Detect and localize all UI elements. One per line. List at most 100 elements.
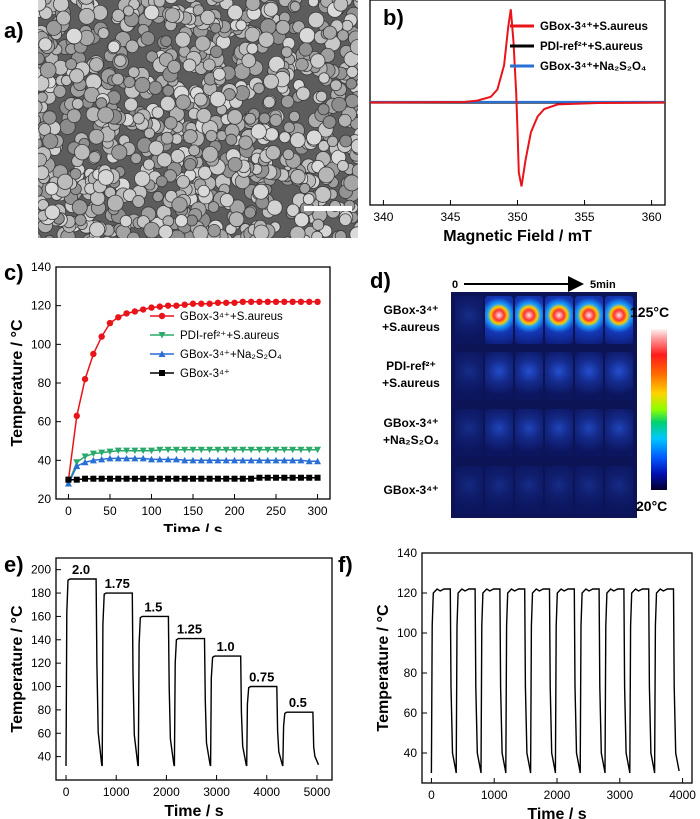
data-point	[131, 454, 139, 462]
legend-label: GBox-3⁴⁺+Na₂S₂O₄	[180, 349, 282, 361]
thermal-row-label: GBox-3⁴⁺ +Na₂S₂O₄	[372, 415, 450, 449]
data-point	[255, 456, 263, 464]
sem-particle	[311, 230, 323, 238]
sem-particle	[298, 42, 313, 57]
sem-particle	[263, 73, 279, 90]
data-point	[81, 375, 89, 383]
legend-marker	[158, 312, 166, 320]
sem-particle	[264, 127, 279, 142]
x-tick-label: 250	[266, 504, 286, 518]
legend-label: GBox-3⁴⁺+Na₂S₂O₄	[540, 61, 646, 73]
sem-particle	[349, 226, 358, 238]
sem-particle	[65, 58, 78, 71]
sem-particle	[156, 152, 173, 168]
data-point	[123, 310, 130, 317]
sem-particle	[286, 203, 300, 217]
data-point	[223, 299, 230, 306]
data-point	[289, 446, 297, 454]
sem-particle	[38, 0, 47, 12]
data-point	[231, 456, 239, 464]
data-point	[115, 314, 122, 321]
sem-particle	[143, 4, 160, 21]
thermal-cell	[485, 352, 513, 400]
data-point	[198, 475, 205, 482]
sem-particle	[339, 134, 353, 148]
scale-min-label: 20°C	[636, 498, 668, 514]
sem-particle	[197, 184, 210, 198]
cycle-label: 2.0	[72, 562, 90, 577]
data-point	[172, 455, 180, 463]
sem-particle	[307, 11, 325, 29]
data-point	[231, 299, 238, 306]
sem-particle	[280, 46, 293, 58]
thermal-cell	[455, 466, 483, 514]
sem-particle	[258, 112, 271, 125]
data-point	[305, 446, 313, 454]
y-tick-label: 160	[31, 609, 51, 623]
data-point	[239, 475, 246, 482]
data-point	[148, 475, 155, 482]
data-point	[281, 474, 288, 481]
sem-particle	[200, 9, 216, 26]
sem-particle	[315, 90, 328, 103]
x-tick-label: 300	[308, 504, 328, 518]
sem-particle	[307, 0, 319, 8]
data-point	[264, 446, 272, 454]
sem-particle	[163, 169, 177, 183]
legend-label: PDI-ref²⁺+S.aureus	[180, 330, 279, 342]
sem-particle	[207, 201, 220, 213]
data-point	[189, 446, 197, 454]
thermal-cell	[515, 409, 543, 457]
sem-particle	[245, 0, 261, 11]
sem-particle	[295, 57, 309, 72]
sem-particle	[88, 151, 101, 164]
sem-particle	[188, 144, 201, 157]
data-point	[206, 456, 214, 464]
data-point	[173, 475, 180, 482]
sem-particle	[350, 138, 358, 154]
thermal-cell	[545, 296, 573, 344]
sem-particle	[326, 135, 339, 148]
y-tick-label: 180	[31, 586, 51, 600]
thermal-cell	[455, 296, 483, 344]
thermal-row-label: GBox-3⁴⁺ +S.aureus	[372, 302, 450, 336]
y-tick-label: 20	[38, 492, 52, 506]
sem-particle	[130, 152, 142, 165]
data-point	[206, 300, 213, 307]
thermal-row-label: GBox-3⁴⁺	[372, 482, 450, 499]
data-point	[272, 456, 280, 464]
y-tick-label: 60	[38, 415, 52, 429]
sem-particle	[296, 86, 311, 101]
sem-particle	[250, 123, 267, 140]
data-point	[289, 298, 296, 305]
legend-marker	[158, 350, 166, 357]
sem-particle	[106, 194, 124, 212]
row-label-line1: GBox-3⁴⁺	[383, 483, 439, 497]
data-point	[189, 300, 197, 307]
sem-particle	[339, 213, 352, 227]
sem-particle	[74, 214, 87, 227]
sem-particle	[159, 95, 176, 112]
data-point	[156, 446, 164, 454]
data-point	[272, 446, 280, 454]
x-tick-label: 200	[224, 504, 244, 518]
sem-particle	[194, 35, 211, 52]
sem-particle	[174, 214, 188, 228]
data-point	[173, 302, 180, 309]
data-point	[289, 456, 297, 464]
sem-particle	[42, 110, 57, 125]
y-tick-label: 120	[397, 586, 417, 600]
data-point	[98, 455, 106, 463]
plot-frame	[55, 557, 333, 781]
data-point	[314, 446, 322, 454]
data-point	[314, 298, 321, 305]
sem-particle	[244, 26, 261, 43]
sem-particle	[38, 123, 52, 136]
thermal-cell	[545, 409, 573, 457]
data-point	[106, 319, 114, 327]
sem-particle	[275, 19, 291, 35]
sem-particle	[148, 140, 164, 156]
sem-particle	[322, 25, 338, 40]
sem-particle	[253, 224, 270, 238]
row-label-line2: +S.aureus	[382, 376, 440, 390]
